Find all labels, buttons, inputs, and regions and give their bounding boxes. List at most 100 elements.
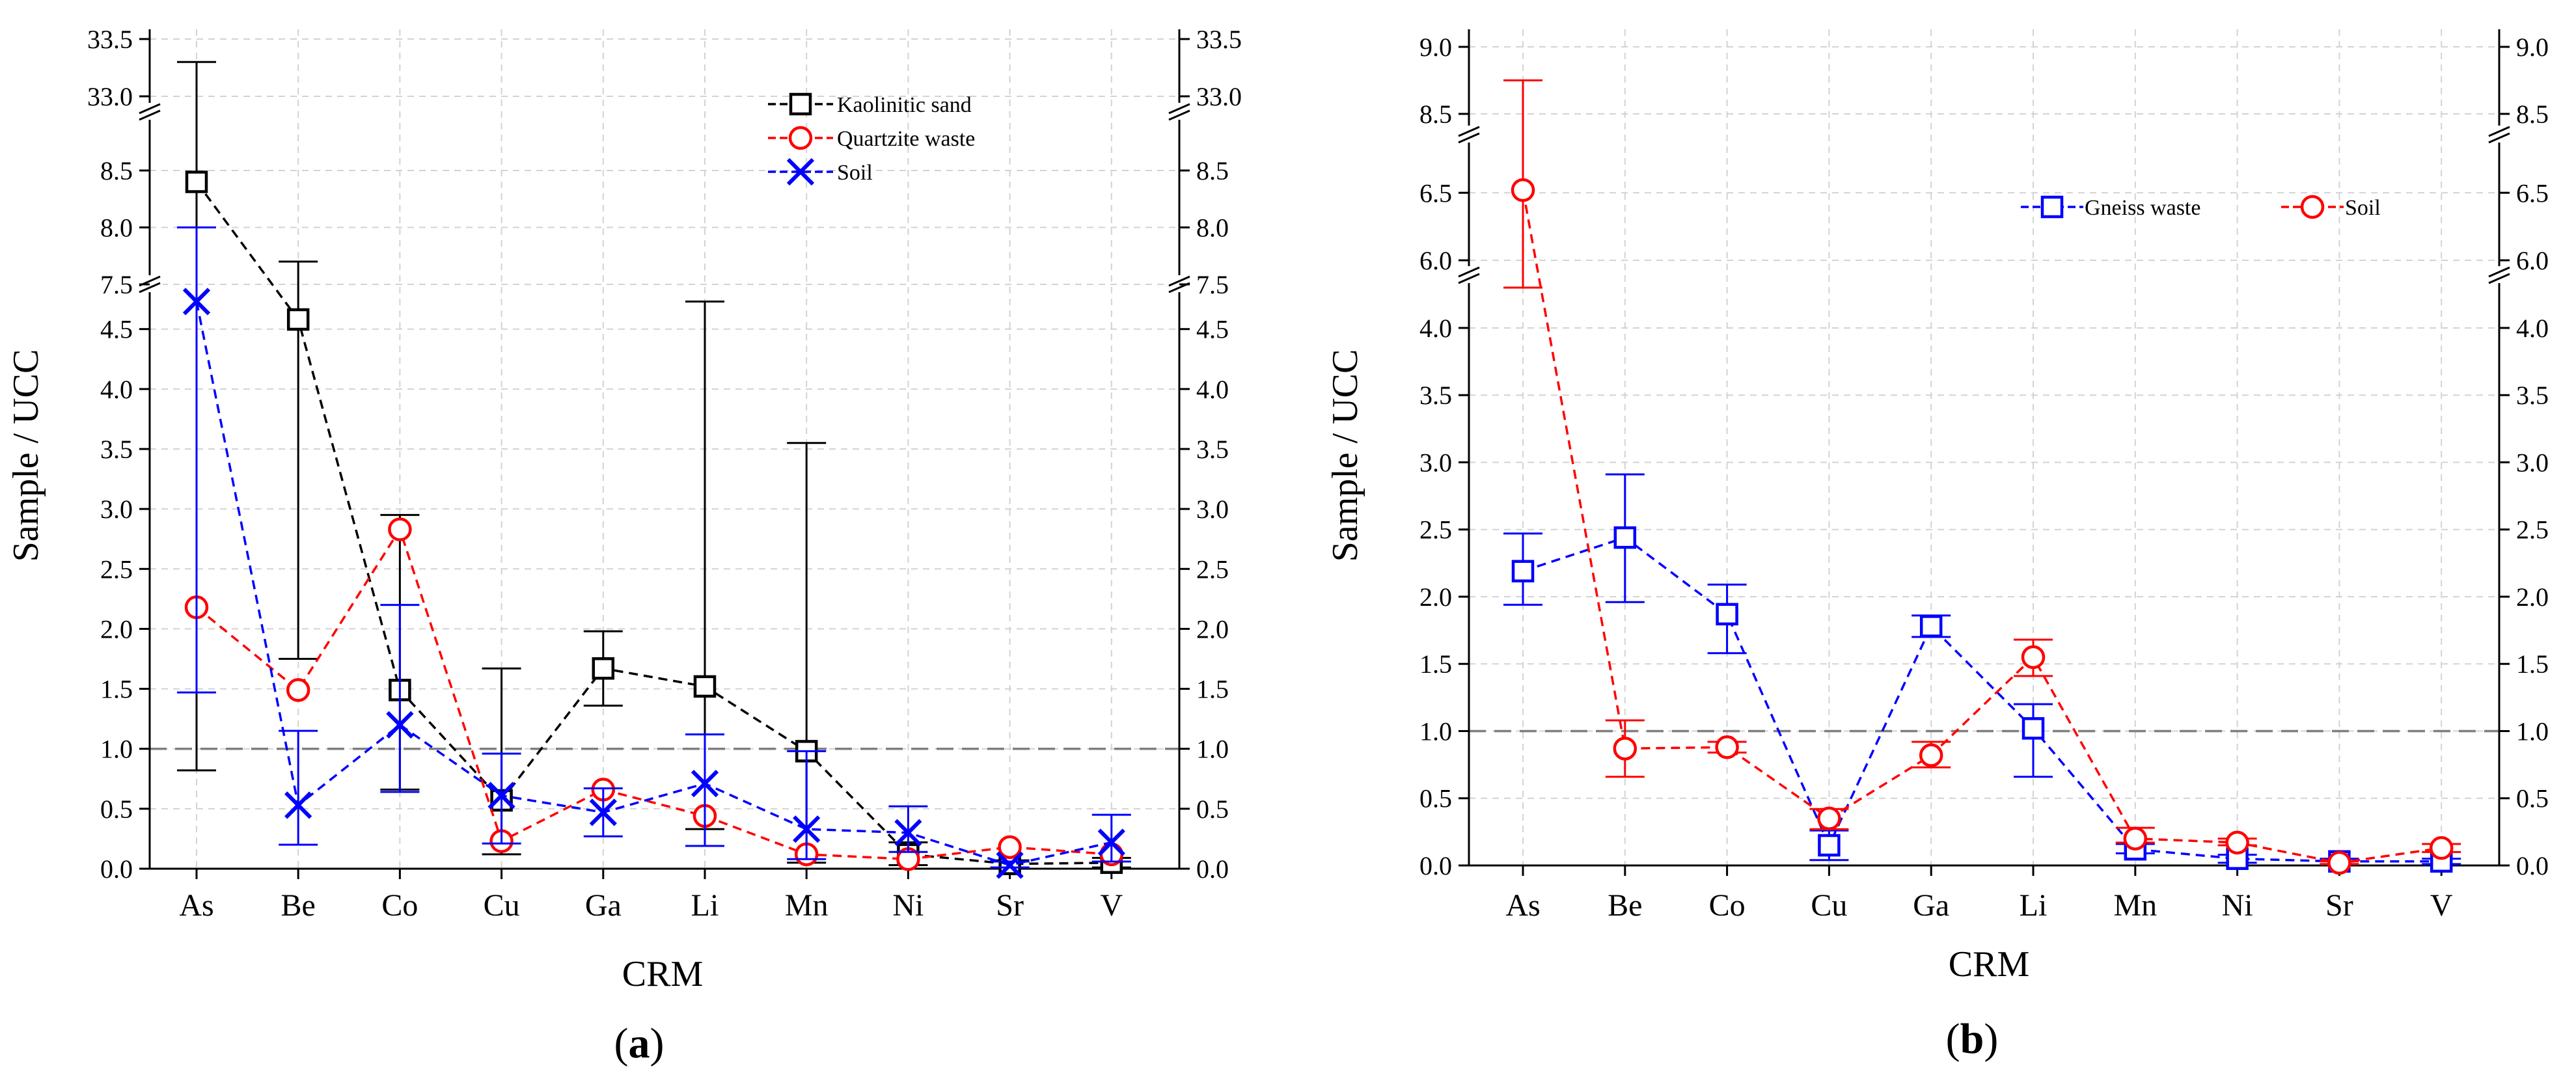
x-marker (996, 851, 1024, 879)
legend: Kaolinitic sand Quartzite waste Soil (768, 92, 975, 186)
y-tick-label: 33.0 (1196, 82, 1242, 111)
axis-break-mark (2488, 273, 2510, 284)
square-marker (789, 92, 812, 116)
axis-break-mark (2488, 266, 2510, 278)
y-tick-label: 6.0 (1419, 246, 1452, 275)
y-tick-label: 1.0 (1196, 735, 1229, 764)
axis-break-mark (1458, 132, 1480, 144)
axis-break-mark (2488, 126, 2510, 137)
square-marker (1919, 615, 1943, 638)
square-marker (693, 675, 717, 698)
gridlines (150, 29, 1179, 869)
x-tick-label: As (179, 888, 213, 923)
y-tick-label: 2.0 (2516, 582, 2549, 612)
circle-marker (2327, 850, 2351, 875)
square-marker (1716, 603, 1738, 626)
x-marker-stroke (691, 770, 719, 798)
y-axis-label: Sample / UCC (6, 349, 46, 562)
y-tick-label: 0.5 (1196, 795, 1229, 824)
y-tick-label: 7.5 (100, 270, 133, 299)
panel-label: (a) (614, 1020, 665, 1067)
y-tick-label: 4.5 (1196, 315, 1229, 344)
y-tick-label: 3.0 (1419, 448, 1452, 477)
circle-marker (388, 517, 412, 541)
chart-panel-b: 0.0 0.0 0.5 0.5 1.0 1.0 1.5 1.5 2.0 2.0 2.5 2.5 3.0 3… (1325, 29, 2549, 1063)
y-tick-label: 1.0 (2516, 716, 2549, 746)
circle-marker (1919, 743, 1943, 767)
axis-break-mark (1168, 275, 1190, 287)
y-tick-label: 0.5 (1419, 784, 1452, 813)
square-marker (2021, 717, 2045, 740)
legend-label: Soil (2345, 196, 2381, 220)
y-tick-label: 1.0 (100, 735, 133, 764)
x-marker-stroke (487, 782, 515, 809)
series-line (195, 526, 1112, 861)
y-tick-label: 3.5 (2516, 381, 2549, 410)
axis-break-mark (1458, 266, 1480, 278)
y-tick-label: 1.0 (1419, 716, 1452, 746)
y-tick-label: 4.0 (100, 375, 133, 404)
series-gneiss-waste (1503, 473, 2461, 873)
x-marker (284, 791, 312, 819)
y-tick-label: 33.5 (1196, 25, 1242, 54)
y-tick-label: 9.0 (1419, 33, 1452, 62)
x-axis-label: CRM (622, 954, 704, 994)
x-tick-label: Ga (585, 888, 622, 923)
x-tick-label: Ga (1913, 888, 1949, 923)
y-tick-label: 6.5 (2516, 178, 2549, 208)
x-marker (786, 157, 815, 186)
x-tick-label: Co (381, 888, 418, 923)
x-marker-stroke (386, 711, 414, 739)
circle-marker (2021, 645, 2046, 670)
square-marker (592, 657, 615, 680)
x-tick-label: Be (281, 888, 316, 923)
x-marker-stroke (589, 798, 617, 826)
y-tick-label: 2.5 (1419, 515, 1452, 545)
x-tick-label: Sr (996, 888, 1024, 923)
x-tick-label: Co (1709, 888, 1746, 923)
circle-marker (1613, 737, 1637, 761)
x-tick-label: V (2430, 888, 2453, 923)
y-tick-label: 8.5 (1419, 100, 1452, 129)
series-soil (177, 226, 1131, 879)
y-tick-label: 6.5 (1419, 178, 1452, 208)
x-tick-label: Mn (785, 888, 829, 923)
x-marker (386, 711, 414, 739)
legend-label: Quartzite waste (837, 127, 975, 151)
x-marker-stroke (284, 791, 312, 819)
legend-label: Kaolinitic sand (837, 93, 972, 117)
panel-label: (b) (1946, 1015, 1999, 1063)
legend-label: Soil (837, 161, 873, 185)
panel-label-letter: b (1960, 1015, 1984, 1063)
circle-marker (1511, 178, 1535, 202)
x-marker-stroke (1097, 828, 1125, 856)
y-tick-label: 0.5 (100, 795, 133, 824)
x-tick-label: As (1505, 888, 1540, 923)
circle-marker (998, 835, 1022, 860)
y-tick-label: 4.0 (1419, 314, 1452, 343)
y-tick-label: 33.0 (87, 82, 133, 111)
square-marker (1613, 526, 1637, 549)
y-tick-label: 8.0 (100, 213, 133, 243)
chart-panel-a: 0.0 0.0 0.5 0.5 1.0 1.0 1.5 1.5 2.0 2.0 2.5 2.5 3.0 3… (6, 25, 1242, 1067)
y-tick-label: 1.5 (100, 675, 133, 704)
x-tick-label: Be (1608, 888, 1642, 923)
circle-marker (1715, 735, 1739, 759)
legend-label: Gneiss waste (2085, 196, 2200, 220)
x-tick-label: Li (2020, 888, 2048, 923)
y-tick-label: 8.5 (1196, 156, 1229, 185)
y-tick-label: 8.0 (1196, 213, 1229, 243)
axis-break-mark (1168, 109, 1190, 121)
y-tick-label: 8.5 (100, 156, 133, 185)
y-tick-label: 8.5 (2516, 100, 2549, 129)
x-marker (487, 782, 515, 809)
y-tick-label: 2.0 (100, 614, 133, 644)
circle-marker (2300, 195, 2325, 219)
y-tick-label: 3.5 (100, 435, 133, 464)
x-tick-label: V (1100, 888, 1123, 923)
y-tick-label: 3.0 (100, 495, 133, 524)
x-marker-stroke (894, 819, 922, 847)
circle-marker (286, 678, 310, 702)
axis-break-mark (2488, 132, 2510, 144)
y-axis-label: Sample / UCC (1325, 349, 1365, 562)
